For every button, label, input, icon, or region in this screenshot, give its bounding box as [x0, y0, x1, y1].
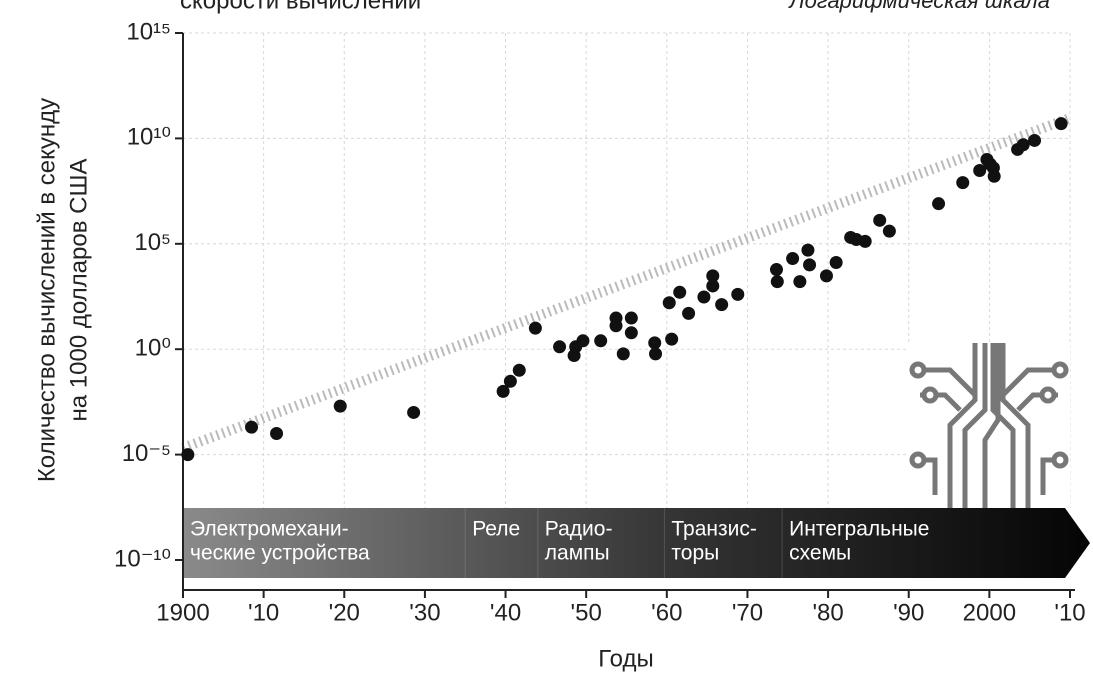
point	[715, 298, 729, 312]
point	[616, 347, 630, 361]
point	[819, 269, 833, 283]
point	[662, 296, 676, 310]
x-tick-label: '10	[1054, 599, 1085, 626]
trend-band	[181, 113, 1072, 453]
y-label: на 1000 долларов США	[65, 159, 92, 422]
point	[858, 234, 872, 248]
point	[503, 374, 517, 388]
era-arrow	[183, 508, 1090, 578]
point	[786, 252, 800, 266]
era-label: Электромехани-	[190, 518, 349, 541]
chart-subtitle: Логарифмическая шкала	[788, 0, 1050, 13]
point	[496, 384, 510, 398]
point	[697, 290, 711, 304]
point	[973, 164, 987, 178]
point	[987, 169, 1001, 183]
point	[706, 269, 720, 283]
point	[673, 285, 687, 299]
x-label: Годы	[598, 645, 653, 672]
point	[270, 427, 284, 441]
x-tick-label: '70	[732, 599, 763, 626]
era-band: Электромехани-ческие устройства Реле Радио…	[182, 508, 1090, 578]
point	[594, 334, 608, 348]
era-label: Транзис-	[671, 518, 756, 541]
point	[333, 399, 347, 413]
y-tick-label: 10⁵	[134, 229, 171, 256]
x-tick-label: '40	[490, 599, 521, 626]
x-tick-label: '80	[812, 599, 843, 626]
x-tick-label: 2000	[963, 599, 1016, 626]
point	[512, 363, 526, 377]
point	[801, 243, 815, 257]
x-tick-label: '50	[571, 599, 602, 626]
x-tick-label: '60	[651, 599, 682, 626]
era-label: Радио-	[545, 518, 613, 541]
era-label: ческие устройства	[190, 542, 370, 565]
point	[706, 279, 720, 293]
point	[873, 213, 887, 227]
point	[803, 258, 817, 272]
era-label: Интегральные	[789, 518, 929, 541]
point	[648, 336, 662, 350]
point	[1028, 133, 1042, 147]
circuit-icon	[908, 343, 1070, 508]
y-tick-label: 10¹⁵	[126, 18, 171, 45]
y-tick-label: 10⁻⁵	[122, 440, 171, 467]
x-tick-label: '10	[248, 599, 279, 626]
point	[769, 263, 783, 277]
point	[932, 197, 946, 211]
point	[624, 311, 638, 325]
point	[407, 405, 421, 419]
point	[1054, 117, 1068, 131]
era-label: Реле	[472, 518, 520, 541]
chart-title: скорости вычислений	[180, 0, 421, 14]
point	[649, 347, 663, 361]
y-tick-label: 10⁰	[135, 335, 171, 362]
era-label: лампы	[545, 542, 610, 565]
point	[553, 340, 567, 354]
point	[882, 224, 896, 238]
x-tick-label: '90	[893, 599, 924, 626]
point	[624, 326, 638, 340]
era-label: схемы	[789, 542, 851, 565]
point	[665, 332, 679, 346]
y-tick-label: 10¹⁰	[127, 124, 171, 151]
point	[576, 334, 590, 348]
point	[956, 176, 970, 190]
point	[731, 287, 745, 301]
era-label: торы	[671, 542, 719, 565]
point	[609, 319, 623, 333]
point	[829, 255, 843, 269]
x-tick-label: 1900	[156, 599, 209, 626]
point	[770, 275, 784, 289]
x-tick-label: '30	[409, 599, 440, 626]
point	[245, 420, 259, 434]
point	[793, 275, 807, 289]
point	[528, 321, 542, 335]
point	[682, 306, 696, 320]
y-label: Количество вычислений в секунду	[33, 98, 60, 482]
y-tick-label: 10⁻¹⁰	[114, 545, 171, 572]
x-tick-label: '20	[329, 599, 360, 626]
point	[1016, 138, 1030, 152]
point	[181, 448, 195, 462]
